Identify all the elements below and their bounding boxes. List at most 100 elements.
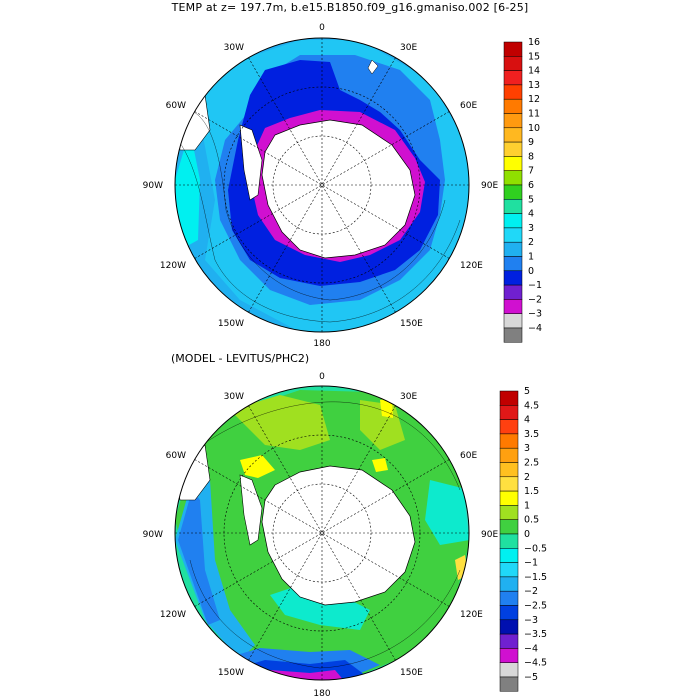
colorbar-label: −2: [528, 294, 542, 305]
colorbar-swatch: [503, 313, 523, 329]
lon-label: 150W: [218, 668, 244, 678]
colorbar-swatch: [499, 605, 519, 621]
colorbar-label: 15: [528, 51, 540, 62]
colorbar-label: 1: [528, 252, 534, 263]
colorbar-swatch: [499, 490, 519, 506]
colorbar-label: −4.5: [524, 658, 547, 669]
colorbar-label: 2.5: [524, 458, 539, 469]
colorbar-label: 1: [524, 500, 530, 511]
colorbar-swatch: [503, 70, 523, 86]
colorbar-label: 4: [528, 209, 534, 220]
colorbar-label: 3.5: [524, 429, 539, 440]
lon-label: 60E: [460, 101, 477, 111]
colorbar-swatch: [503, 284, 523, 300]
ocean-minus0.5-0C: [425, 480, 469, 545]
colorbar-label: −1: [528, 280, 542, 291]
colorbar-swatch: [503, 213, 523, 229]
colorbar-swatch: [503, 199, 523, 214]
lon-label: 90W: [143, 530, 163, 540]
map-border: [174, 385, 470, 681]
colorbar-label: 1.5: [524, 486, 539, 497]
colorbar-swatch: [503, 299, 523, 314]
colorbar-label: −4: [524, 643, 538, 654]
graticule: [175, 38, 469, 332]
colorbar-label: 9: [528, 137, 534, 148]
colorbar-swatch: [499, 576, 519, 592]
lon-label: 60E: [460, 451, 477, 461]
graticule: [175, 386, 469, 680]
antarctica-land: [261, 119, 416, 259]
colorbar-swatch: [499, 505, 519, 520]
colorbar-swatch: [499, 648, 519, 663]
colorbar-label: −4: [528, 323, 542, 334]
colorbar-label: 3: [528, 223, 534, 234]
colorbar-swatch: [499, 590, 519, 606]
colorbar-swatch: [499, 447, 519, 463]
colorbar-swatch: [499, 633, 519, 649]
colorbar-swatch: [499, 548, 519, 563]
colorbar-label: −3.5: [524, 629, 547, 640]
colorbar-label: 2: [528, 237, 534, 248]
colorbar-swatch: [499, 476, 519, 492]
colorbar-label: −3: [528, 309, 542, 320]
colorbar-label: 0: [528, 266, 534, 277]
colorbar-swatch: [503, 256, 523, 272]
colorbar-label: 3: [524, 443, 530, 454]
lon-label: 60W: [166, 451, 186, 461]
lon-label: 90E: [481, 530, 498, 540]
lon-label: 90W: [143, 181, 163, 191]
colorbar-label: 10: [528, 123, 540, 134]
colorbar-label: −0.5: [524, 543, 547, 554]
lon-label: 150W: [218, 319, 244, 329]
lon-label: 150E: [400, 668, 423, 678]
colorbar-swatch: [503, 41, 523, 57]
colorbar-swatch: [499, 462, 519, 478]
lon-label: 30W: [224, 392, 244, 402]
antarctic-peninsula: [239, 474, 263, 546]
lon-label: 60W: [166, 101, 186, 111]
panel-subtitle: (MODEL - LEVITUS/PHC2): [171, 352, 310, 365]
colorbar-label: 16: [528, 37, 540, 48]
colorbar-swatch: [499, 619, 519, 635]
colorbar-label: −1: [524, 558, 538, 569]
map-border: [174, 37, 470, 333]
colorbar-label: 8: [528, 151, 534, 162]
colorbar-swatch: [503, 84, 523, 100]
colorbar-label: 11: [528, 109, 540, 120]
polar-map-difference: 0 30E 60E 90E 120E 150E 180 150W 120W 90…: [143, 372, 499, 699]
lon-label: 120W: [160, 261, 186, 271]
colorbar-swatch: [499, 662, 519, 678]
island: [367, 59, 379, 75]
colorbar-label: 0.5: [524, 515, 539, 526]
colorbar-swatch: [499, 533, 519, 549]
colorbar-swatch: [499, 519, 519, 535]
colorbar-label: 12: [528, 94, 540, 105]
colorbar-swatch: [503, 113, 523, 129]
colorbar-label: 4: [524, 415, 530, 426]
colorbar-label: 2: [524, 472, 530, 483]
colorbar-label: −3: [524, 615, 538, 626]
antarctica-land: [261, 465, 416, 606]
colorbar-swatch: [503, 327, 523, 343]
colorbar-label: −2: [524, 586, 538, 597]
colorbar-swatch: [503, 241, 523, 257]
ocean-1.5-2C: [240, 455, 275, 478]
colorbar-label: −1.5: [524, 572, 547, 583]
lon-label: 120E: [460, 610, 483, 620]
colorbar-label: 0: [524, 529, 530, 540]
lon-label: 30E: [400, 43, 417, 53]
colorbar-swatch: [499, 419, 519, 435]
lon-label: 120E: [460, 261, 483, 271]
ocean-4-5C: [175, 130, 200, 250]
colorbar-swatch: [503, 56, 523, 71]
colorbar-label: 5: [524, 386, 530, 397]
colorbar-label: 14: [528, 66, 540, 77]
ocean-minus2-1.5C: [178, 490, 220, 625]
antarctic-peninsula: [239, 124, 263, 201]
colorbar-swatch: [499, 433, 519, 449]
colorbar-swatch: [503, 270, 523, 286]
colorbar-swatch: [499, 405, 519, 420]
lon-label: 30W: [224, 43, 244, 53]
